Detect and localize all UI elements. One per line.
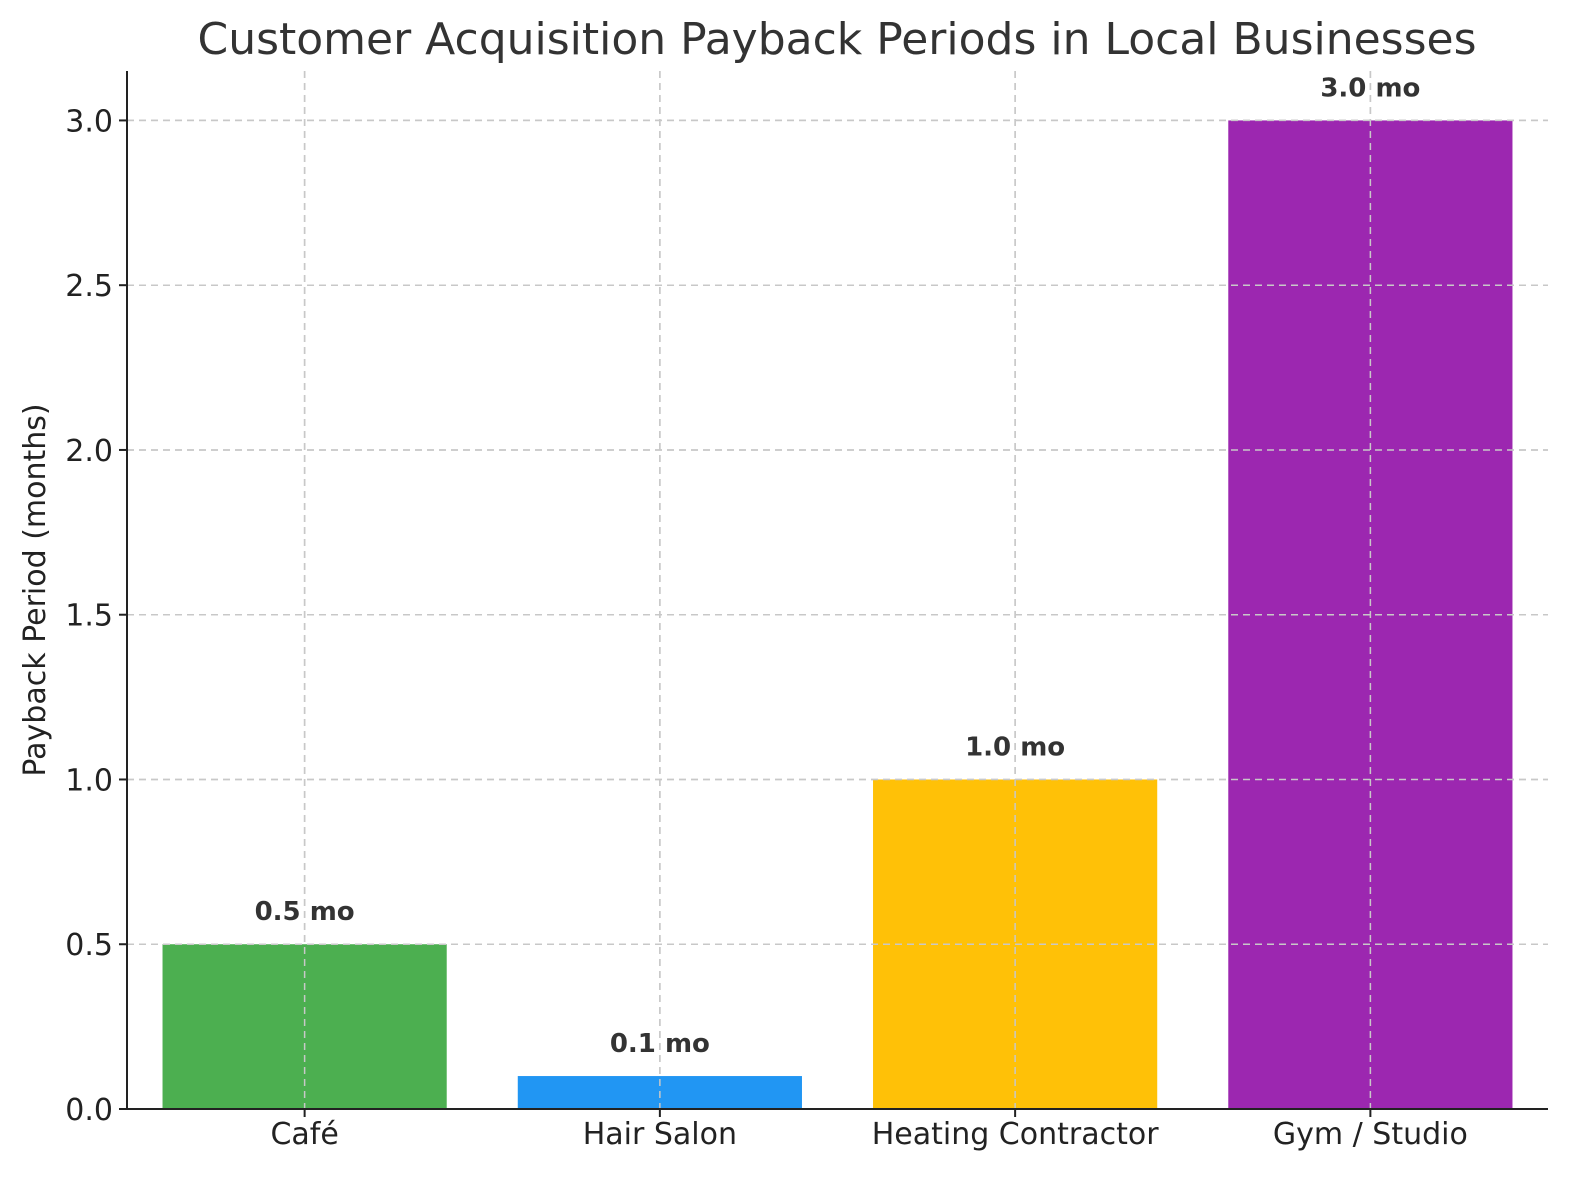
data-label: 0.5 mo	[255, 897, 355, 927]
bars	[127, 71, 1548, 1109]
chart-title: Customer Acquisition Payback Periods in …	[197, 14, 1476, 65]
y-tick-label: 0.5	[65, 928, 113, 963]
y-tick-label: 2.0	[65, 434, 113, 469]
axes: 0.0 0.5 1.0 1.5 2.0 2.5 3.0 Café Hair Salon Heati…	[65, 71, 1548, 1152]
y-tick-label: 0.0	[65, 1093, 113, 1128]
y-tick-label: 2.5	[65, 269, 113, 304]
x-tick-label: Gym / Studio	[1273, 1117, 1468, 1152]
data-labels: 0.5 mo 0.1 mo 1.0 mo 3.0 mo	[255, 73, 1421, 1059]
x-tick-label: Hair Salon	[583, 1117, 737, 1152]
data-label: 3.0 mo	[1320, 73, 1420, 103]
y-axis-label: Payback Period (months)	[18, 403, 53, 776]
x-tick-label: Heating Contractor	[872, 1117, 1159, 1152]
y-tick-label: 1.0	[65, 763, 113, 798]
data-label: 1.0 mo	[965, 732, 1065, 762]
y-tick-label: 1.5	[65, 599, 113, 634]
y-tick-label: 3.0	[65, 104, 113, 139]
x-tick-label: Café	[270, 1117, 338, 1152]
data-label: 0.1 mo	[610, 1029, 710, 1059]
